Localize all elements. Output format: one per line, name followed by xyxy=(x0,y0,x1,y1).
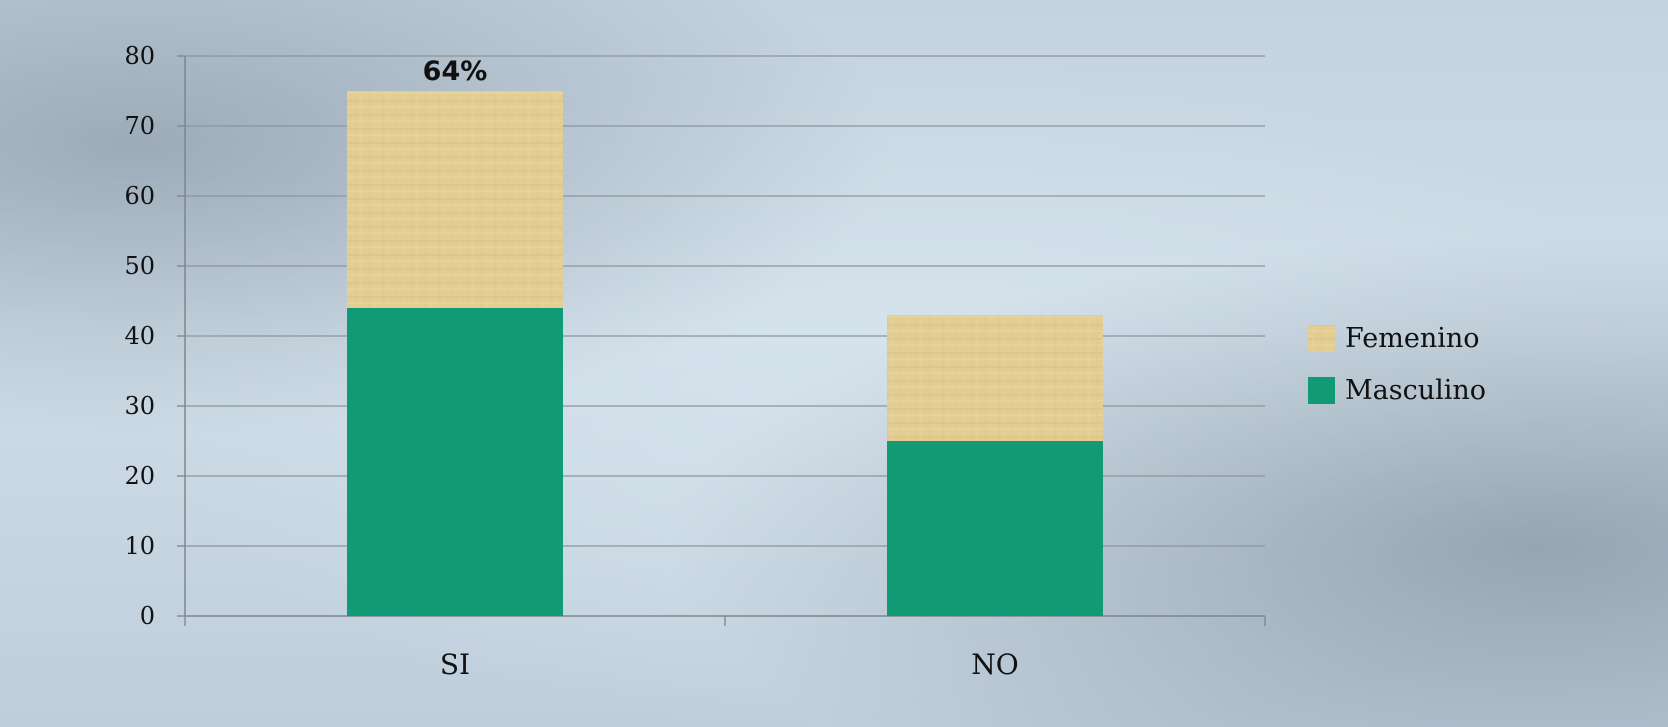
legend-label-masculino: Masculino xyxy=(1345,375,1486,406)
labels: 0 10 20 30 40 50 60 70 80 SI 64% NO xyxy=(124,42,1018,681)
legend: Femenino Masculino xyxy=(1308,323,1486,406)
bar-femenino-no xyxy=(887,315,1103,441)
y-tick-label: 40 xyxy=(124,322,155,350)
bar-masculino-si xyxy=(347,308,563,616)
y-tick-label: 10 xyxy=(124,532,155,560)
y-tick-label: 20 xyxy=(124,462,155,490)
bar-masculino-no xyxy=(887,441,1103,616)
y-tick-label: 0 xyxy=(140,602,155,630)
legend-swatch-femenino xyxy=(1308,325,1335,352)
y-tick-label: 60 xyxy=(124,182,155,210)
x-category-label: SI xyxy=(440,648,470,681)
y-tick-label: 50 xyxy=(124,252,155,280)
legend-label-femenino: Femenino xyxy=(1345,323,1480,354)
legend-swatch-masculino xyxy=(1308,377,1335,404)
y-tick-label: 70 xyxy=(124,112,155,140)
data-label-si: 64% xyxy=(423,56,488,87)
bar-femenino-si xyxy=(347,91,563,308)
y-tick-label: 30 xyxy=(124,392,155,420)
bars xyxy=(347,91,1103,616)
y-tick-label: 80 xyxy=(124,42,155,70)
x-category-label: NO xyxy=(971,648,1018,681)
